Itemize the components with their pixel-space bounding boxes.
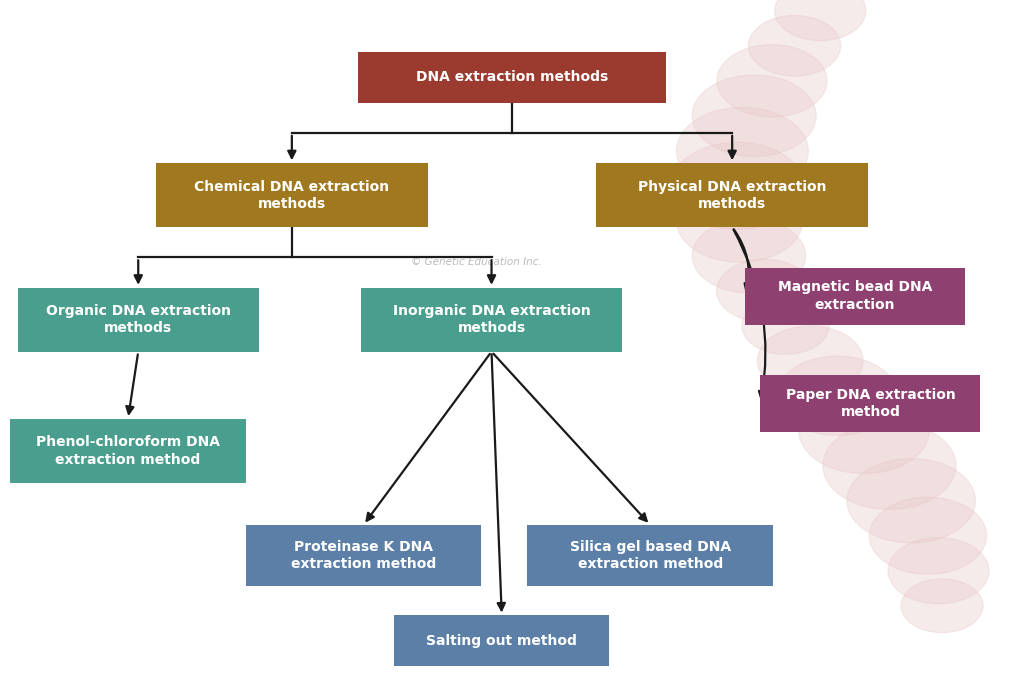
Circle shape <box>677 108 808 194</box>
FancyBboxPatch shape <box>394 615 609 666</box>
Circle shape <box>758 326 863 396</box>
Circle shape <box>847 458 976 543</box>
Circle shape <box>671 142 804 229</box>
Text: Physical DNA extraction
methods: Physical DNA extraction methods <box>638 180 826 211</box>
FancyBboxPatch shape <box>246 525 481 586</box>
Circle shape <box>742 297 829 355</box>
Circle shape <box>777 356 897 435</box>
Circle shape <box>717 44 827 117</box>
Text: © Genetic Education Inc.: © Genetic Education Inc. <box>411 258 542 267</box>
Text: Paper DNA extraction
method: Paper DNA extraction method <box>785 388 955 419</box>
Circle shape <box>869 497 986 574</box>
Circle shape <box>692 75 816 157</box>
Circle shape <box>888 538 989 604</box>
Text: Salting out method: Salting out method <box>426 634 578 647</box>
Text: Proteinase K DNA
extraction method: Proteinase K DNA extraction method <box>291 540 436 571</box>
Circle shape <box>799 388 930 474</box>
FancyBboxPatch shape <box>596 164 868 227</box>
Circle shape <box>749 15 841 76</box>
Text: Inorganic DNA extraction
methods: Inorganic DNA extraction methods <box>392 304 591 335</box>
Circle shape <box>775 0 865 40</box>
FancyBboxPatch shape <box>10 419 246 483</box>
Text: Organic DNA extraction
methods: Organic DNA extraction methods <box>46 304 230 335</box>
Circle shape <box>901 579 983 633</box>
FancyBboxPatch shape <box>360 288 622 351</box>
Text: Silica gel based DNA
extraction method: Silica gel based DNA extraction method <box>569 540 731 571</box>
Text: Magnetic bead DNA
extraction: Magnetic bead DNA extraction <box>778 281 932 312</box>
Circle shape <box>692 219 806 293</box>
Text: DNA extraction methods: DNA extraction methods <box>416 71 608 84</box>
FancyBboxPatch shape <box>744 267 965 324</box>
FancyBboxPatch shape <box>358 52 666 102</box>
Circle shape <box>823 422 956 509</box>
Circle shape <box>717 259 813 322</box>
Text: Chemical DNA extraction
methods: Chemical DNA extraction methods <box>195 180 389 211</box>
FancyBboxPatch shape <box>527 525 773 586</box>
FancyBboxPatch shape <box>18 288 258 351</box>
Circle shape <box>677 179 803 262</box>
Text: Phenol-chloroform DNA
extraction method: Phenol-chloroform DNA extraction method <box>36 435 220 466</box>
FancyBboxPatch shape <box>760 375 980 432</box>
FancyBboxPatch shape <box>156 164 428 227</box>
